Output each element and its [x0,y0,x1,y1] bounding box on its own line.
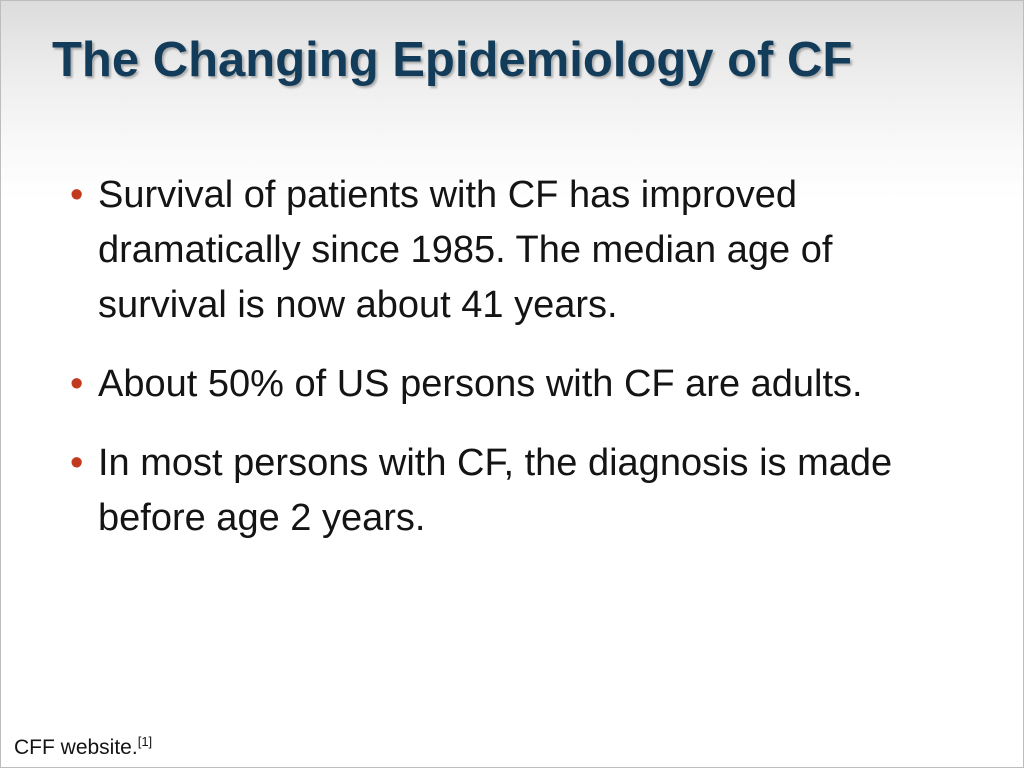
bullet-list: • Survival of patients with CF has impro… [70,168,910,546]
bullet-text: In most persons with CF, the diagnosis i… [98,442,893,539]
bullet-item: • About 50% of US persons with CF are ad… [70,357,910,412]
bullet-marker: • [70,363,84,405]
bullet-item: • Survival of patients with CF has impro… [70,168,910,333]
bullet-marker: • [70,442,84,484]
bullet-marker: • [70,174,84,216]
footnote-reference: [1] [137,734,153,749]
bullet-text: About 50% of US persons with CF are adul… [98,363,863,405]
bullet-text: Survival of patients with CF has improve… [98,174,833,326]
footnote-text: CFF website. [14,736,138,759]
slide-title: The Changing Epidemiology of CF [52,33,853,87]
bullet-item: • In most persons with CF, the diagnosis… [70,436,910,546]
source-footnote: CFF website.[1] [14,734,152,762]
